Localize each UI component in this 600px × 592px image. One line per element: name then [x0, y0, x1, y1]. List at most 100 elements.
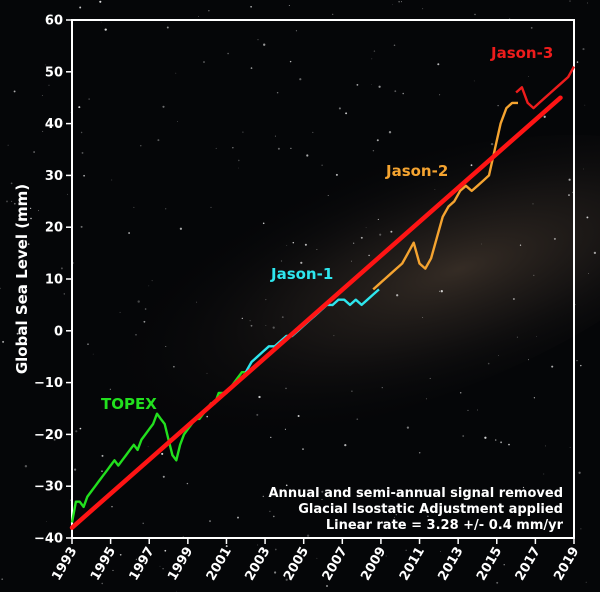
star [439, 551, 441, 552]
star [312, 131, 314, 133]
star [487, 362, 490, 365]
star [306, 154, 309, 157]
star [365, 227, 367, 228]
star [437, 63, 440, 66]
star [80, 131, 83, 134]
star [351, 260, 352, 262]
star [569, 447, 571, 448]
star [385, 555, 387, 557]
star [99, 0, 102, 3]
star [256, 413, 259, 416]
star [29, 207, 32, 209]
star [45, 521, 47, 522]
star [27, 243, 30, 246]
star [575, 304, 577, 305]
star [427, 515, 429, 517]
star [321, 498, 323, 501]
star [258, 395, 261, 399]
star [250, 324, 253, 327]
star [280, 260, 283, 262]
star [494, 439, 497, 441]
star [53, 438, 56, 441]
star [290, 147, 292, 150]
star [484, 436, 487, 439]
star [583, 168, 584, 170]
annotation-linear-rate: Linear rate = 3.28 +/- 0.4 mm/yr [326, 518, 564, 533]
star [56, 124, 60, 127]
star [75, 430, 78, 433]
star [508, 443, 510, 446]
star [528, 76, 529, 77]
star [81, 151, 84, 154]
star [112, 569, 114, 571]
series-label-jason-3: Jason-3 [490, 44, 553, 62]
star [1, 578, 4, 581]
star [88, 98, 90, 100]
star [176, 590, 178, 592]
star [164, 549, 167, 552]
star [300, 261, 303, 264]
star [60, 267, 63, 270]
star [281, 316, 284, 319]
star [196, 301, 198, 303]
star [582, 48, 585, 51]
star [119, 553, 122, 556]
star [83, 174, 85, 177]
star [531, 560, 533, 562]
series-label-jason-2: Jason-2 [385, 162, 448, 180]
star [63, 293, 65, 295]
star [288, 5, 290, 6]
star [16, 332, 19, 335]
star [175, 72, 177, 74]
star [144, 308, 147, 310]
star [104, 28, 107, 31]
star [532, 203, 534, 205]
star [262, 222, 265, 225]
star [109, 388, 111, 390]
star [297, 414, 300, 418]
star [140, 145, 142, 147]
y-tick-label: 60 [45, 14, 63, 29]
series-line-jason3 [515, 66, 576, 110]
star [101, 582, 103, 585]
star [87, 343, 89, 345]
star [555, 508, 558, 511]
star [321, 164, 323, 166]
star [209, 520, 211, 523]
y-tick-label: 50 [45, 65, 63, 80]
trend-line [69, 95, 563, 530]
y-tick-label: 40 [45, 117, 63, 132]
y-tick-label: −20 [34, 428, 63, 443]
star [257, 39, 259, 41]
star [381, 387, 383, 389]
star [422, 8, 424, 10]
star [462, 435, 465, 437]
star [481, 243, 482, 245]
star [372, 150, 375, 152]
star [30, 217, 32, 220]
star [37, 210, 40, 212]
star [326, 585, 328, 587]
star [568, 194, 570, 197]
star [143, 561, 145, 563]
star [165, 208, 167, 210]
star [403, 174, 406, 177]
star [377, 218, 379, 220]
star [530, 27, 533, 29]
star [371, 84, 373, 85]
star [568, 178, 571, 181]
star [6, 200, 8, 203]
annotation-gia-applied: Glacial Isostatic Adjustment applied [298, 502, 563, 517]
star [503, 564, 505, 566]
y-axis-label: Global Sea Level (mm) [13, 184, 31, 374]
star [41, 95, 43, 96]
star [135, 558, 138, 561]
star [470, 164, 473, 167]
star [232, 147, 234, 149]
star [165, 346, 167, 348]
star [299, 78, 302, 81]
star [186, 482, 189, 485]
star [78, 106, 81, 109]
star [304, 243, 307, 246]
star [378, 85, 381, 88]
